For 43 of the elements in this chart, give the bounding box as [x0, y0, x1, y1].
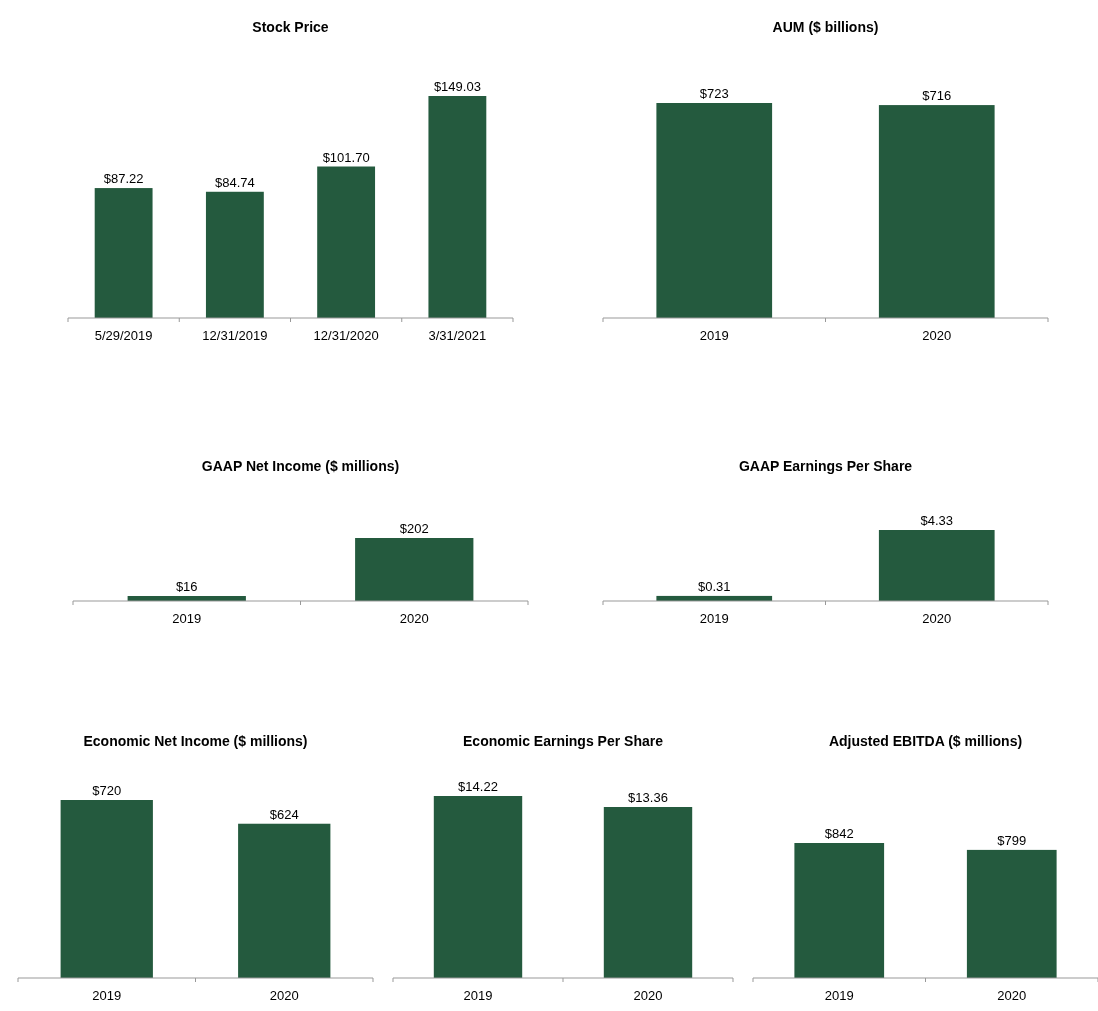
x-tick-label: 2019 — [172, 611, 202, 626]
data-label: $16 — [175, 579, 198, 595]
x-tick-label: 12/31/2019 — [202, 328, 268, 343]
bar — [205, 191, 264, 318]
data-label: $799 — [997, 832, 1027, 848]
chart-title: Adjusted EBITDA ($ millions) — [828, 733, 1023, 749]
data-label: $723 — [699, 86, 729, 101]
data-label: $84.74 — [214, 174, 255, 190]
x-tick-label: 2019 — [92, 988, 122, 1003]
x-tick-label: 2019 — [699, 328, 729, 343]
x-tick-label: 2019 — [699, 611, 729, 626]
x-tick-label: 2019 — [824, 988, 854, 1003]
data-label: $14.22 — [458, 779, 498, 794]
x-tick-label: 2020 — [269, 988, 299, 1003]
chart-title: Economic Earnings Per Share — [463, 733, 664, 749]
data-label: $101.70 — [322, 149, 370, 165]
x-tick-label: 2020 — [922, 328, 952, 343]
x-tick-label: 2020 — [997, 988, 1027, 1003]
chart-title: GAAP Net Income ($ millions) — [201, 458, 400, 474]
data-label: $0.31 — [697, 578, 731, 594]
x-tick-label: 2019 — [463, 988, 493, 1003]
chart-title: Economic Net Income ($ millions) — [83, 733, 308, 749]
x-tick-label: 2020 — [633, 988, 663, 1003]
data-label: $624 — [269, 806, 299, 822]
bar — [317, 166, 376, 318]
data-label: $716 — [922, 88, 952, 104]
data-label: $149.03 — [433, 79, 481, 94]
bar — [94, 188, 153, 318]
data-label: $13.36 — [628, 790, 668, 806]
x-tick-label: 3/31/2021 — [428, 328, 487, 343]
data-label: $202 — [399, 521, 429, 536]
bar — [428, 96, 487, 318]
data-label: $4.33 — [920, 513, 954, 528]
x-tick-label: 2020 — [399, 611, 429, 626]
data-label: $842 — [824, 826, 854, 841]
x-tick-label: 2020 — [922, 611, 952, 626]
data-label: $87.22 — [103, 171, 144, 187]
chart-title: GAAP Earnings Per Share — [738, 458, 913, 474]
chart-title: AUM ($ billions) — [772, 19, 879, 35]
x-tick-label: 12/31/2020 — [313, 328, 379, 343]
data-label: $720 — [92, 783, 122, 798]
chart-title: Stock Price — [252, 19, 329, 35]
x-tick-label: 5/29/2019 — [94, 328, 153, 343]
